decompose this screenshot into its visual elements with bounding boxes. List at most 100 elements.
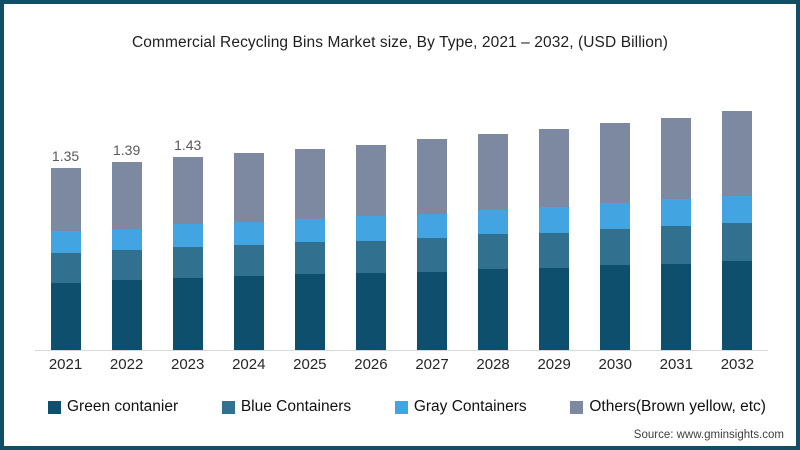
bar-segment-green-contanier-2024 <box>233 275 264 350</box>
bar-segment-green-contanier-2028 <box>478 269 509 350</box>
bar-segment-green-contanier-2026 <box>355 273 386 350</box>
bar-stack-2030 <box>600 123 631 350</box>
x-axis-labels: 2021 2022 2023 2024 2025 2026 2027 2028 2029 2030… <box>35 356 768 373</box>
bar-segment-blue-containers-2027 <box>417 237 447 272</box>
chart-title: Commercial Recycling Bins Market size, B… <box>131 34 669 51</box>
legend: Green contanier Blue Containers Gray Conta… <box>48 398 766 416</box>
bar-segment-blue-containers-2030 <box>600 228 631 265</box>
bar-segment-green-contanier-2025 <box>294 274 325 350</box>
bar-segment-others-brown-yellow-etc-2032 <box>722 111 753 197</box>
bar-segment-blue-containers-2026 <box>355 240 386 274</box>
bar-segment-others-brown-yellow-etc-2029 <box>539 128 570 207</box>
legend-item-blue-containers: Blue Containers <box>221 398 352 416</box>
bar-column-2022: 1.39 <box>96 89 157 350</box>
bar-stack-2021 <box>50 167 81 350</box>
bar-segment-gray-containers-2027 <box>417 213 447 238</box>
bar-segment-blue-containers-2032 <box>722 223 753 261</box>
bar-stack-2022 <box>111 162 142 350</box>
bar-segment-others-brown-yellow-etc-2023 <box>172 156 203 225</box>
bar-segment-green-contanier-2021 <box>50 282 81 350</box>
bar-segment-others-brown-yellow-etc-2031 <box>661 117 692 199</box>
bar-segment-blue-containers-2023 <box>172 247 203 279</box>
bar-segment-green-contanier-2030 <box>600 264 631 350</box>
year-label-2025: 2025 <box>293 356 327 373</box>
legend-label: Green contanier <box>67 398 179 415</box>
bar-column-2025 <box>279 89 340 350</box>
legend-label: Blue Containers <box>240 398 352 415</box>
legend-swatch-icon <box>221 400 235 414</box>
year-label-2023: 2023 <box>171 356 205 373</box>
bar-segment-gray-containers-2022 <box>111 228 142 251</box>
plot-area: 1.35 1.39 1.43 <box>35 89 768 351</box>
bar-stack-2028 <box>478 134 509 350</box>
bar-segment-green-contanier-2032 <box>722 260 753 350</box>
bar-segment-green-contanier-2029 <box>539 267 570 350</box>
bar-segment-blue-containers-2021 <box>50 252 81 283</box>
legend-label: Others(Brown yellow, etc) <box>589 398 766 415</box>
year-label-2024: 2024 <box>232 356 266 373</box>
bar-segment-gray-containers-2030 <box>600 202 631 229</box>
bar-segment-others-brown-yellow-etc-2026 <box>355 144 386 217</box>
year-label-2021: 2021 <box>48 356 83 373</box>
bars-row: 1.35 1.39 1.43 <box>35 89 768 350</box>
year-label-2032: 2032 <box>720 356 755 373</box>
legend-swatch-icon <box>570 400 584 414</box>
bar-segment-blue-containers-2031 <box>661 225 692 264</box>
bar-segment-blue-containers-2028 <box>478 233 509 269</box>
bar-stack-2026 <box>355 144 386 350</box>
bar-segment-others-brown-yellow-etc-2025 <box>294 148 325 220</box>
bar-segment-blue-containers-2029 <box>539 232 570 268</box>
legend-swatch-icon <box>48 400 61 414</box>
bar-column-2024 <box>218 89 279 350</box>
bar-value-label-2023: 1.43 <box>174 136 202 153</box>
bar-segment-others-brown-yellow-etc-2022 <box>111 162 142 229</box>
bar-stack-2027 <box>417 139 447 350</box>
bar-column-2030 <box>585 89 646 350</box>
bar-column-2029 <box>524 89 585 350</box>
bar-stack-2031 <box>661 117 692 350</box>
bar-segment-green-contanier-2022 <box>111 279 142 350</box>
bar-segment-gray-containers-2029 <box>539 206 570 233</box>
bar-stack-2024 <box>233 152 264 350</box>
bar-column-2026 <box>340 89 401 350</box>
bar-column-2023: 1.43 <box>157 89 218 350</box>
bar-segment-others-brown-yellow-etc-2027 <box>417 139 447 214</box>
bar-segment-others-brown-yellow-etc-2024 <box>233 152 264 222</box>
bar-segment-others-brown-yellow-etc-2028 <box>478 134 509 210</box>
year-label-2031: 2031 <box>659 356 693 373</box>
bar-stack-2025 <box>294 148 325 350</box>
bar-segment-gray-containers-2032 <box>722 196 753 224</box>
year-label-2026: 2026 <box>354 356 388 373</box>
legend-item-others-brown-yellow-etc: Others(Brown yellow, etc) <box>570 398 766 416</box>
source-note: Source: www.gminsights.com <box>633 429 784 441</box>
year-label-2030: 2030 <box>598 356 632 373</box>
bar-segment-green-contanier-2027 <box>417 271 447 350</box>
bar-segment-gray-containers-2031 <box>661 198 692 226</box>
year-label-2027: 2027 <box>415 356 449 373</box>
bar-segment-gray-containers-2021 <box>50 231 81 253</box>
bar-value-label-2021: 1.35 <box>51 147 80 164</box>
bar-column-2031 <box>646 89 707 350</box>
bar-segment-others-brown-yellow-etc-2030 <box>600 123 631 203</box>
legend-swatch-icon <box>394 400 408 414</box>
bar-segment-blue-containers-2022 <box>111 250 142 280</box>
year-label-2029: 2029 <box>537 356 571 373</box>
bar-stack-2032 <box>722 111 753 350</box>
bar-segment-gray-containers-2026 <box>355 216 386 241</box>
legend-item-gray-containers: Gray Containers <box>394 398 527 416</box>
bar-stack-2029 <box>539 128 570 350</box>
bar-column-2032 <box>707 89 768 350</box>
bar-segment-gray-containers-2025 <box>294 219 325 243</box>
legend-item-green-contanier: Green contanier <box>48 398 178 416</box>
bar-column-2027 <box>401 89 462 350</box>
bar-stack-2023 <box>172 156 203 350</box>
year-label-2028: 2028 <box>476 356 510 373</box>
bar-column-2028 <box>463 89 524 350</box>
bar-column-2021: 1.35 <box>35 89 96 350</box>
bar-segment-blue-containers-2025 <box>294 242 325 275</box>
bar-segment-green-contanier-2031 <box>661 263 692 350</box>
bar-segment-green-contanier-2023 <box>172 278 203 350</box>
year-label-2022: 2022 <box>109 356 144 373</box>
bar-segment-others-brown-yellow-etc-2021 <box>50 167 81 232</box>
